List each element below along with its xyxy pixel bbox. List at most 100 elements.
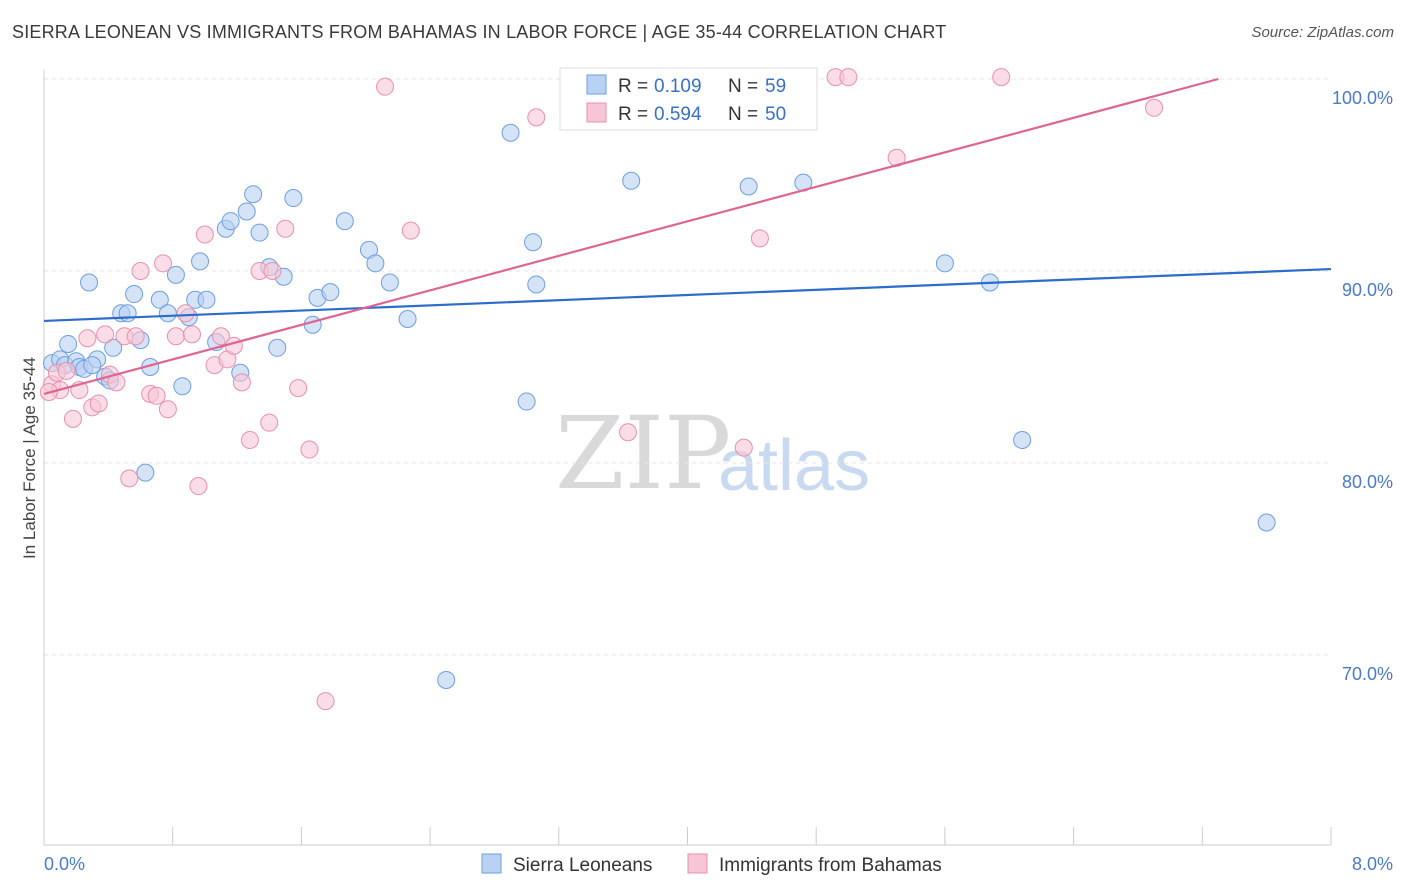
bottom-legend-label-bahamas: Immigrants from Bahamas bbox=[719, 855, 942, 876]
point-bahamas bbox=[839, 68, 858, 87]
trend-line-bahamas bbox=[43, 77, 1219, 395]
point-bahamas bbox=[263, 262, 282, 280]
top-legend: R = 0.109 N = 59 R = 0.594 N = 50 bbox=[559, 67, 818, 131]
bottom-legend-swatch-sierra bbox=[481, 853, 502, 874]
point-bahamas bbox=[57, 361, 76, 380]
point-bahamas bbox=[158, 400, 177, 419]
y-tick-label: 70.0% bbox=[1342, 664, 1393, 684]
point-bahamas bbox=[195, 225, 214, 244]
y-tick-label: 100.0% bbox=[1332, 88, 1393, 108]
data-points bbox=[39, 68, 1276, 711]
legend-r-value-1: 0.594 bbox=[654, 104, 702, 125]
point-sierra-leonean bbox=[335, 212, 354, 231]
point-sierra-leonean bbox=[158, 304, 177, 323]
point-sierra-leonean bbox=[380, 273, 399, 292]
trend-lines bbox=[43, 77, 1332, 395]
y-tick-labels: 100.0% 90.0% 80.0% 70.0% bbox=[1332, 88, 1393, 684]
point-sierra-leonean bbox=[739, 177, 758, 196]
axes bbox=[43, 70, 1332, 846]
point-bahamas bbox=[316, 692, 335, 711]
point-sierra-leonean bbox=[80, 273, 99, 292]
point-bahamas bbox=[166, 327, 185, 346]
point-sierra-leonean bbox=[221, 212, 240, 231]
point-bahamas bbox=[750, 229, 769, 248]
point-sierra-leonean bbox=[244, 185, 263, 204]
point-bahamas bbox=[63, 409, 82, 428]
point-bahamas bbox=[89, 394, 108, 413]
point-bahamas bbox=[224, 336, 243, 355]
point-sierra-leonean bbox=[197, 290, 216, 309]
legend-n-label-1: N = bbox=[728, 104, 758, 125]
point-bahamas bbox=[154, 254, 173, 273]
point-sierra-leonean bbox=[366, 254, 385, 273]
point-bahamas bbox=[618, 423, 637, 442]
point-bahamas bbox=[1145, 98, 1164, 117]
point-sierra-leonean bbox=[398, 310, 417, 328]
point-sierra-leonean bbox=[517, 392, 536, 411]
point-bahamas bbox=[183, 325, 202, 344]
chart-title: SIERRA LEONEAN VS IMMIGRANTS FROM BAHAMA… bbox=[12, 22, 947, 42]
point-bahamas bbox=[176, 304, 195, 323]
trend-line-sierra-leonean bbox=[43, 267, 1332, 323]
point-bahamas bbox=[147, 386, 166, 405]
point-sierra-leonean bbox=[250, 223, 269, 242]
y-axis-label: In Labor Force | Age 35-44 bbox=[20, 357, 39, 559]
legend-n-value-0: 59 bbox=[765, 76, 786, 97]
legend-r-value-0: 0.109 bbox=[654, 76, 702, 97]
point-sierra-leonean bbox=[125, 285, 144, 304]
x-tick-label-left: 0.0% bbox=[44, 854, 85, 874]
point-bahamas bbox=[289, 379, 308, 398]
bottom-legend-swatch-bahamas bbox=[687, 853, 708, 874]
point-bahamas bbox=[120, 469, 139, 488]
point-sierra-leonean bbox=[83, 356, 102, 375]
point-bahamas bbox=[401, 221, 420, 240]
point-sierra-leonean bbox=[104, 338, 123, 357]
point-sierra-leonean bbox=[284, 189, 303, 208]
point-sierra-leonean bbox=[321, 283, 340, 302]
y-tick-label: 90.0% bbox=[1342, 280, 1393, 300]
point-bahamas bbox=[126, 327, 145, 346]
watermark-zip: ZIP bbox=[555, 395, 731, 512]
point-sierra-leonean bbox=[1257, 513, 1276, 532]
point-sierra-leonean bbox=[166, 265, 185, 284]
point-bahamas bbox=[78, 329, 97, 348]
point-bahamas bbox=[211, 327, 230, 346]
point-bahamas bbox=[992, 68, 1011, 87]
point-bahamas bbox=[240, 430, 259, 449]
point-bahamas bbox=[376, 77, 395, 96]
point-sierra-leonean bbox=[303, 315, 322, 334]
point-sierra-leonean bbox=[524, 233, 543, 252]
point-sierra-leonean bbox=[268, 338, 287, 357]
point-sierra-leonean bbox=[59, 334, 78, 353]
y-tick-label: 80.0% bbox=[1342, 472, 1393, 492]
point-sierra-leonean bbox=[173, 377, 192, 396]
point-sierra-leonean bbox=[935, 254, 954, 273]
point-bahamas bbox=[260, 413, 279, 432]
point-sierra-leonean bbox=[118, 304, 137, 323]
point-sierra-leonean bbox=[501, 123, 520, 142]
legend-r-label-1: R = bbox=[618, 104, 648, 125]
legend-swatch-bahamas bbox=[586, 102, 607, 123]
bottom-legend: Sierra Leoneans Immigrants from Bahamas bbox=[481, 853, 942, 876]
legend-n-value-1: 50 bbox=[765, 104, 786, 125]
point-bahamas bbox=[189, 477, 208, 496]
x-tick-label-right: 8.0% bbox=[1352, 854, 1393, 874]
point-bahamas bbox=[300, 440, 319, 459]
legend-swatch-sierra bbox=[586, 74, 607, 95]
legend-r-label-0: R = bbox=[618, 76, 648, 97]
point-bahamas bbox=[131, 262, 150, 280]
point-bahamas bbox=[96, 325, 115, 344]
point-bahamas bbox=[276, 219, 295, 238]
point-sierra-leonean bbox=[150, 290, 169, 309]
point-bahamas bbox=[527, 108, 546, 127]
point-sierra-leonean bbox=[1013, 430, 1032, 449]
bottom-legend-label-sierra: Sierra Leoneans bbox=[513, 855, 652, 876]
point-sierra-leonean bbox=[191, 252, 210, 271]
source-label: Source: ZipAtlas.com bbox=[1251, 24, 1394, 41]
point-sierra-leonean bbox=[622, 171, 641, 190]
point-bahamas bbox=[734, 438, 753, 457]
point-sierra-leonean bbox=[136, 463, 155, 482]
point-sierra-leonean bbox=[237, 202, 256, 221]
watermark-atlas: atlas bbox=[718, 426, 870, 506]
